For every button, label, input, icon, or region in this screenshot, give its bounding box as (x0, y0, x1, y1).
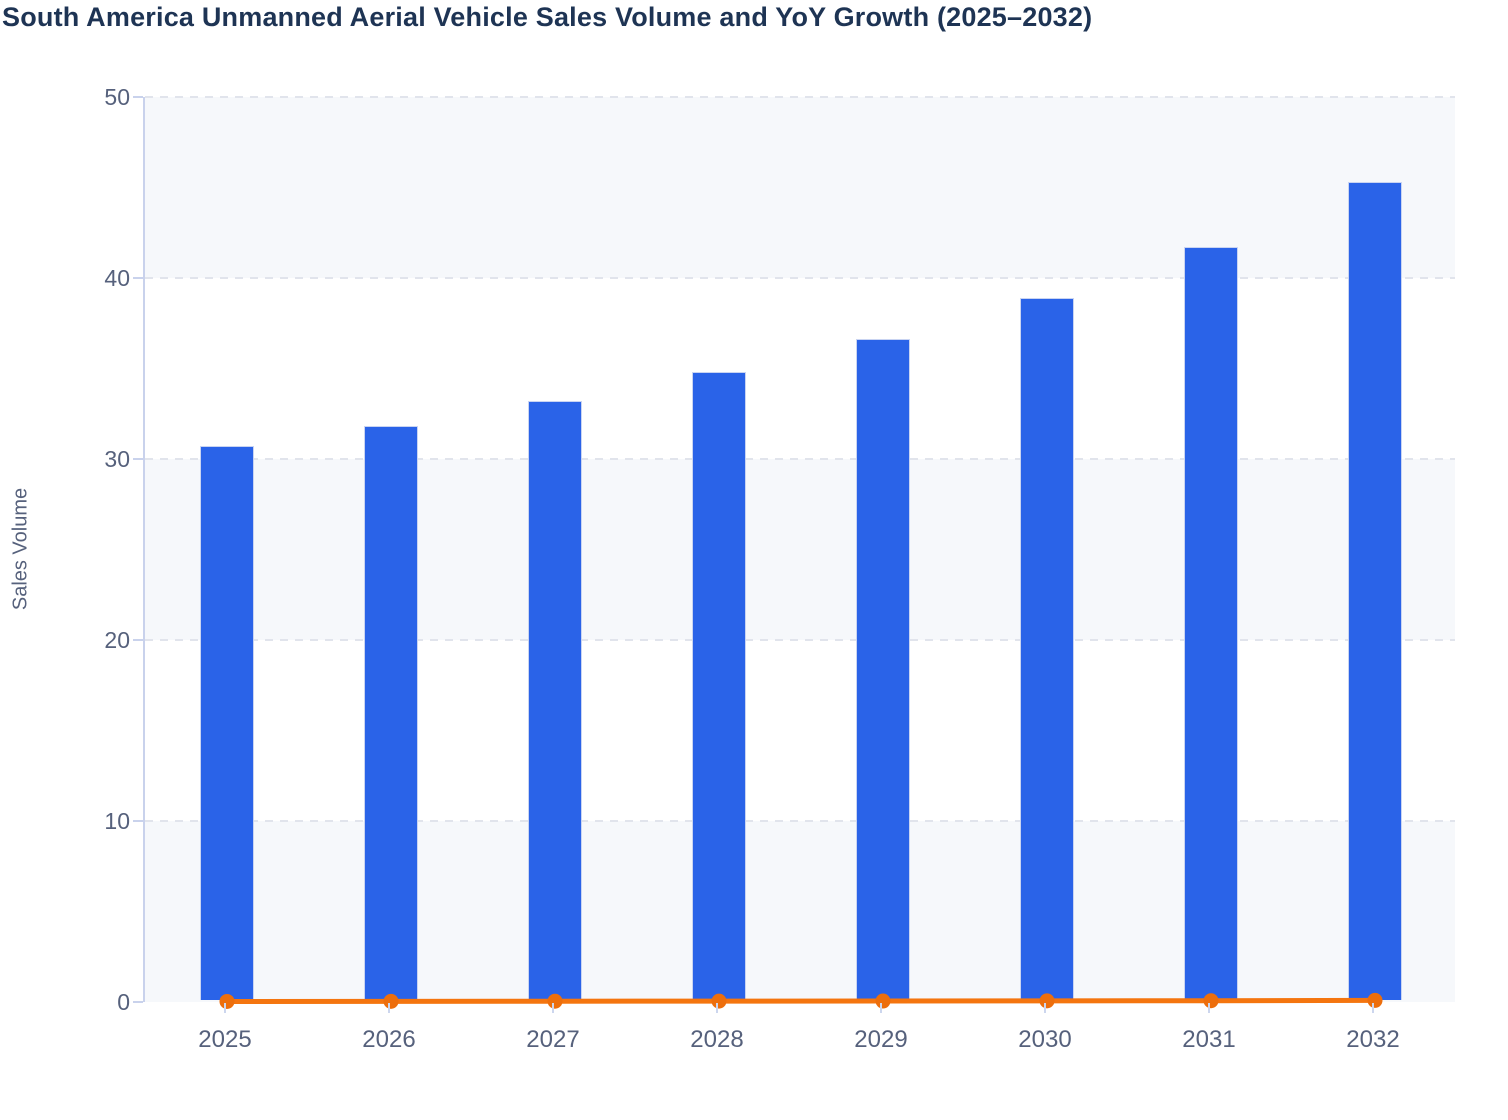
yoy-growth-marker-2031[interactable] (1203, 993, 1219, 1009)
x-tick (716, 1003, 718, 1013)
gridline (145, 96, 1455, 98)
yoy-growth-line (224, 997, 1378, 1004)
gridline (145, 277, 1455, 279)
yoy-growth-marker-2032[interactable] (1367, 992, 1383, 1008)
x-tick-label-2026: 2026 (362, 1026, 416, 1053)
x-tick-label-2029: 2029 (854, 1026, 908, 1053)
y-tick (133, 639, 143, 641)
y-tick-label: 0 (117, 989, 130, 1015)
gridline (145, 820, 1455, 822)
chart-title: South America Unmanned Aerial Vehicle Sa… (2, 2, 1093, 32)
plot-area (143, 96, 1455, 1009)
yoy-growth-line-layer (219, 992, 1383, 1009)
y-tick (133, 458, 143, 460)
yoy-growth-marker-2028[interactable] (711, 993, 727, 1009)
x-tick-label-2027: 2027 (526, 1026, 580, 1053)
bar-2031[interactable] (1184, 247, 1238, 1000)
bar-2026[interactable] (364, 426, 418, 1000)
x-tick (552, 1003, 554, 1013)
gridline (145, 458, 1455, 460)
yoy-growth-marker-2029[interactable] (875, 993, 891, 1009)
bar-2029[interactable] (856, 339, 910, 1000)
yoy-growth-marker-2030[interactable] (1039, 993, 1055, 1009)
y-axis-title: Sales Volume (9, 487, 32, 611)
y-tick (133, 820, 143, 822)
x-tick-label-2030: 2030 (1018, 1026, 1072, 1053)
bar-2025[interactable] (200, 446, 254, 1000)
y-tick-label: 10 (104, 808, 130, 834)
x-tick (1044, 1003, 1046, 1013)
x-tick-label-2032: 2032 (1346, 1026, 1400, 1053)
y-tick-label: 40 (104, 265, 130, 291)
y-tick-label: 30 (104, 446, 130, 472)
bar-2028[interactable] (692, 371, 746, 1000)
x-tick (1208, 1003, 1210, 1013)
y-tick (133, 277, 143, 279)
x-tick (224, 1003, 226, 1013)
x-tick (1372, 1003, 1374, 1013)
x-tick (388, 1003, 390, 1013)
yoy-growth-marker-2027[interactable] (547, 993, 563, 1009)
x-tick-label-2031: 2031 (1182, 1026, 1236, 1053)
y-tick-label: 20 (104, 627, 130, 653)
y-tick-label: 50 (104, 84, 130, 110)
gridline (145, 639, 1455, 641)
yoy-growth-marker-2026[interactable] (383, 993, 399, 1009)
x-tick-label-2028: 2028 (690, 1026, 744, 1053)
x-tick-label-2025: 2025 (198, 1026, 252, 1053)
bar-2032[interactable] (1348, 181, 1402, 1000)
y-tick (133, 1001, 143, 1003)
bar-2030[interactable] (1020, 297, 1074, 1000)
y-tick (133, 96, 143, 98)
yoy-growth-marker-2025[interactable] (219, 993, 235, 1009)
x-tick (880, 1003, 882, 1013)
bar-2027[interactable] (528, 400, 582, 1000)
